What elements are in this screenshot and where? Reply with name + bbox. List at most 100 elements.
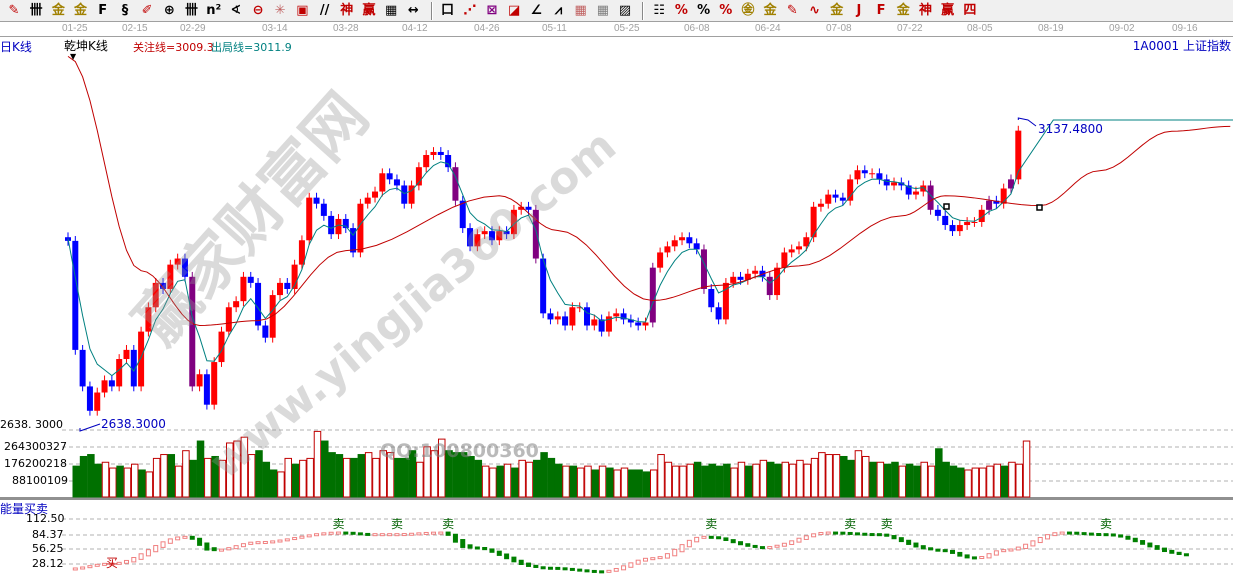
volume-bar <box>986 465 994 498</box>
parallel-lines-icon[interactable]: 卌 <box>29 2 43 18</box>
grid-icon[interactable]: ▦ <box>574 2 587 18</box>
energy-bar <box>102 562 108 566</box>
volume-bar <box>803 463 811 498</box>
energy-bar <box>72 567 78 571</box>
energy-bar <box>1125 535 1131 540</box>
volume-bar <box>796 459 804 498</box>
energy-bar <box>211 547 217 552</box>
candle-body <box>130 349 137 387</box>
drawing-toolbar: ✎ 卌金金 F § ✐ ⊕ 卌 n² ∢ ⊖ ✳ ▣//神赢 ▦ ↔ 口 ⋰ ⊠ ◪ ∠ ⩘ ▦ ▦ ▨ ☷%%% ㊎金 ✎ ∿ 金 J… <box>0 0 1233 22</box>
energy-bar <box>496 550 502 556</box>
target-icon[interactable]: ⊖ <box>252 2 264 18</box>
energy-bar <box>1110 533 1116 537</box>
energy-bar <box>1030 540 1036 547</box>
fan-icon[interactable]: ⋰ <box>463 2 477 18</box>
energy-bar <box>1045 534 1051 540</box>
candle-body <box>276 282 283 296</box>
volume-bar <box>306 457 314 498</box>
fibonacci-icon[interactable]: F <box>98 2 108 18</box>
energy-indicator-title[interactable]: 能量买卖 <box>0 502 49 516</box>
candle-body <box>532 209 539 259</box>
buy-signal: 买 <box>106 556 118 570</box>
candle-body <box>635 322 642 326</box>
box-red-icon[interactable]: ◪ <box>507 2 521 18</box>
candle-body <box>693 243 700 250</box>
energy-bar <box>854 532 860 536</box>
candle-body <box>255 282 262 326</box>
pen-ruler-icon[interactable]: ✐ <box>141 2 153 18</box>
energy-bar <box>314 533 320 537</box>
gold-icon[interactable]: 金 <box>51 2 65 18</box>
energy-bar <box>518 559 524 565</box>
candle-body <box>949 225 956 232</box>
energy-bar <box>1169 549 1175 554</box>
gold-lines-icon[interactable]: 金 <box>763 2 777 18</box>
pen-bar-icon[interactable]: ✎ <box>786 2 798 18</box>
measure-icon[interactable]: ↔ <box>407 2 419 18</box>
gold-line-icon[interactable]: 金 <box>896 2 910 18</box>
volume-bar <box>598 465 607 498</box>
ruler-icon[interactable]: ▦ <box>385 2 398 18</box>
shen-line-icon[interactable]: 神 <box>918 2 932 18</box>
pen-icon[interactable]: ✎ <box>8 2 20 18</box>
candle-body <box>160 282 167 289</box>
candle-body <box>1015 130 1022 180</box>
percent-line-icon[interactable]: % <box>674 2 688 18</box>
box-diagonal-icon[interactable]: ⊠ <box>486 2 498 18</box>
ying-line-icon[interactable]: 赢 <box>941 2 955 18</box>
candle-body <box>942 215 949 226</box>
ag-wave-icon[interactable]: ∿ <box>809 2 821 18</box>
signal-square-marker <box>1036 204 1043 211</box>
candle-body <box>876 173 883 180</box>
candle-body <box>225 307 232 332</box>
energy-bar <box>1162 547 1167 553</box>
volume-axis-label: 88100109 <box>12 474 68 487</box>
gold-circle-icon[interactable]: ㊎ <box>741 2 755 18</box>
candle-body <box>138 331 145 387</box>
gold-red-icon[interactable]: 金 <box>830 2 844 18</box>
j-line-icon[interactable]: J <box>856 2 862 18</box>
channel-icon[interactable]: 卌 <box>184 2 198 18</box>
indicator-dropdown-icon[interactable]: ▼ <box>70 52 77 61</box>
box-icon[interactable]: 口 <box>441 2 455 18</box>
angle-line-icon[interactable]: ∠ <box>530 2 543 18</box>
candle-body <box>1007 179 1014 189</box>
grid-2-icon[interactable]: ▦ <box>596 2 610 18</box>
square-n-icon[interactable]: n² <box>206 2 222 18</box>
energy-bar <box>642 557 648 562</box>
star-icon[interactable]: ✳ <box>274 2 286 18</box>
volume-bar <box>649 469 658 498</box>
indicator-name[interactable]: 乾坤K线 <box>64 39 108 53</box>
shen-icon[interactable]: 神 <box>340 2 354 18</box>
circle-grid-icon[interactable]: ⊕ <box>163 2 175 18</box>
ying-icon[interactable]: 赢 <box>362 2 376 18</box>
candle-body <box>379 173 386 192</box>
energy-bar <box>891 535 897 540</box>
square-target-icon[interactable]: ▣ <box>296 2 309 18</box>
volume-bar <box>452 452 461 498</box>
volume-bar <box>825 454 833 498</box>
si-line-icon[interactable]: 四 <box>963 2 977 18</box>
period-label[interactable]: 日K线 <box>0 40 32 54</box>
hatch-icon[interactable]: ▨ <box>618 2 632 18</box>
percent-icon[interactable]: % <box>697 2 711 18</box>
list-icon[interactable]: ☷ <box>653 2 666 18</box>
angle-icon[interactable]: ∢ <box>230 2 242 18</box>
energy-bar <box>774 544 780 548</box>
energy-bar <box>299 535 305 539</box>
volume-bar <box>196 440 205 498</box>
spiral-icon[interactable]: § <box>121 2 129 18</box>
slash-lines-icon[interactable]: // <box>319 2 330 18</box>
volume-bar <box>423 446 431 498</box>
percent-equal-icon[interactable]: % <box>719 2 733 18</box>
f-line-icon[interactable]: F <box>876 2 886 18</box>
date-label: 08-05 <box>967 23 993 34</box>
energy-bar <box>387 533 393 537</box>
candle-body <box>657 252 664 268</box>
wave-icon[interactable]: ⩘ <box>554 2 563 18</box>
volume-bar <box>109 467 117 498</box>
gold-split-icon[interactable]: 金 <box>74 2 88 18</box>
energy-bar <box>781 542 787 547</box>
volume-bar <box>335 454 344 498</box>
